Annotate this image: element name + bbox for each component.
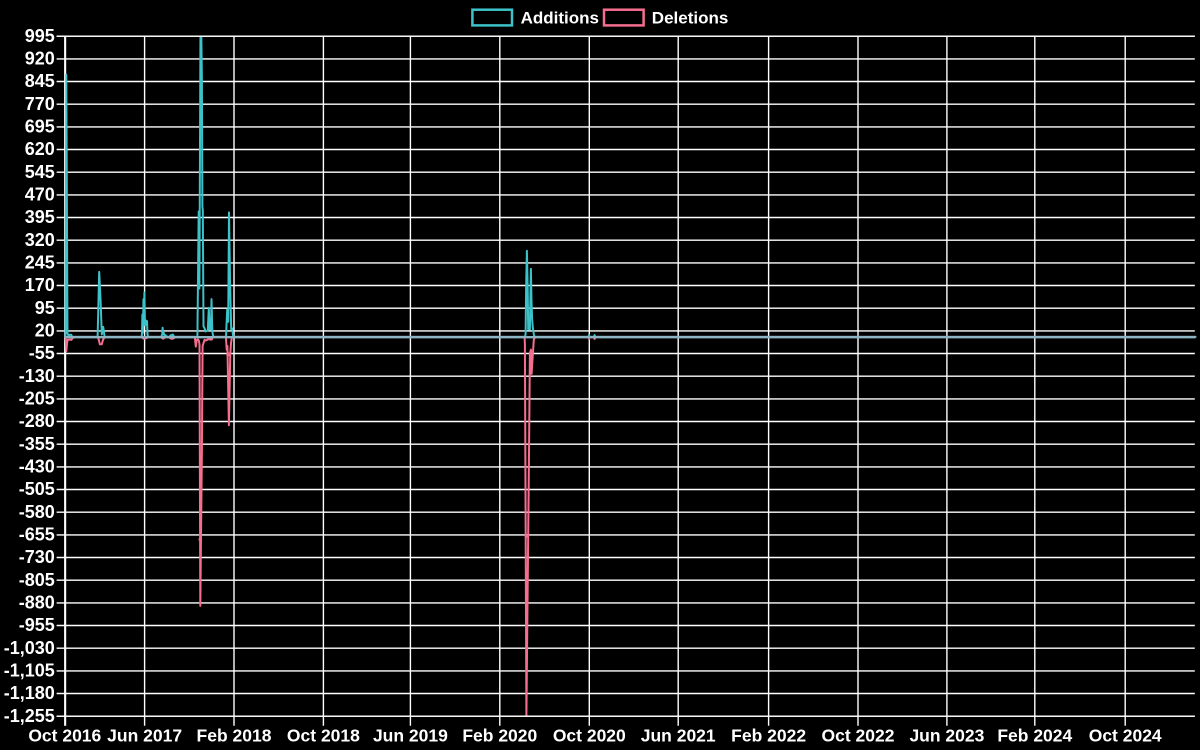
svg-text:-1,180: -1,180 [4, 683, 55, 703]
svg-text:695: 695 [25, 117, 55, 137]
svg-text:770: 770 [25, 94, 55, 114]
svg-text:-955: -955 [19, 615, 55, 635]
svg-text:-505: -505 [19, 479, 55, 499]
svg-text:Oct 2020: Oct 2020 [553, 725, 626, 745]
svg-text:95: 95 [35, 298, 55, 318]
svg-text:Feb 2018: Feb 2018 [197, 725, 272, 745]
svg-text:-55: -55 [29, 343, 55, 363]
svg-text:Jun 2017: Jun 2017 [107, 725, 182, 745]
svg-text:-580: -580 [19, 502, 55, 522]
svg-text:Oct 2016: Oct 2016 [28, 725, 101, 745]
svg-text:845: 845 [25, 71, 55, 91]
svg-text:995: 995 [25, 26, 55, 46]
svg-text:Feb 2022: Feb 2022 [731, 725, 806, 745]
svg-text:Oct 2018: Oct 2018 [287, 725, 360, 745]
svg-text:Oct 2022: Oct 2022 [822, 725, 895, 745]
svg-text:-805: -805 [19, 570, 55, 590]
svg-text:Feb 2024: Feb 2024 [997, 725, 1072, 745]
svg-text:-1,030: -1,030 [4, 638, 55, 658]
svg-text:395: 395 [25, 207, 55, 227]
svg-text:20: 20 [35, 321, 55, 341]
svg-text:-205: -205 [19, 389, 55, 409]
svg-text:Deletions: Deletions [652, 9, 729, 28]
svg-text:-1,255: -1,255 [4, 706, 55, 726]
svg-text:470: 470 [25, 185, 55, 205]
svg-text:920: 920 [25, 49, 55, 69]
svg-text:Jun 2019: Jun 2019 [373, 725, 448, 745]
svg-text:-880: -880 [19, 593, 55, 613]
svg-text:-355: -355 [19, 434, 55, 454]
svg-text:Jun 2023: Jun 2023 [909, 725, 984, 745]
svg-text:170: 170 [25, 275, 55, 295]
svg-text:620: 620 [25, 139, 55, 159]
svg-text:-655: -655 [19, 525, 55, 545]
svg-text:-280: -280 [19, 411, 55, 431]
svg-text:Additions: Additions [521, 9, 599, 28]
svg-text:-430: -430 [19, 457, 55, 477]
svg-text:320: 320 [25, 230, 55, 250]
svg-text:-730: -730 [19, 547, 55, 567]
svg-text:245: 245 [25, 253, 55, 273]
svg-text:-1,105: -1,105 [4, 661, 55, 681]
svg-text:545: 545 [25, 162, 55, 182]
svg-text:Feb 2020: Feb 2020 [462, 725, 537, 745]
svg-text:-130: -130 [19, 366, 55, 386]
svg-text:Jun 2021: Jun 2021 [641, 725, 716, 745]
svg-text:Oct 2024: Oct 2024 [1089, 725, 1162, 745]
